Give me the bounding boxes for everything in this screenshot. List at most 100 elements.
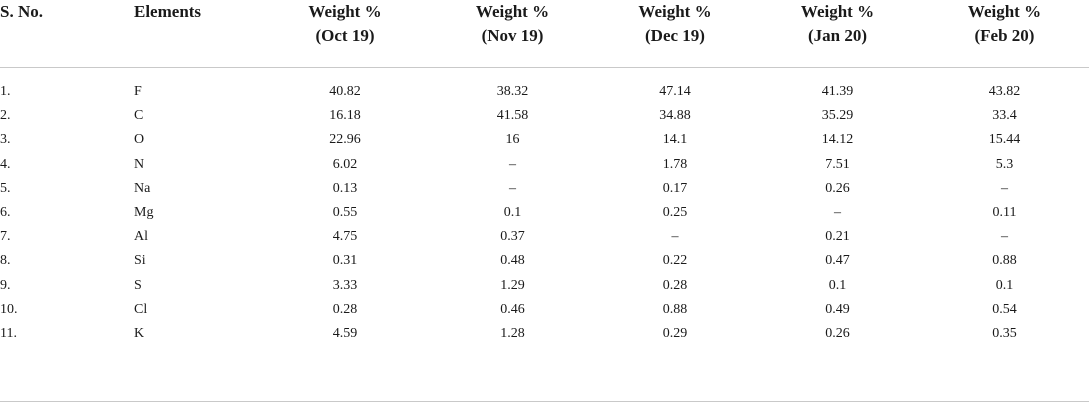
cell-weight-jan20: 0.21 (825, 229, 850, 245)
header-weight-jan20: Weight % (Jan 20) (755, 0, 920, 68)
cell-weight-dec19: 0.88 (662, 301, 688, 317)
table-row: 2. C 16.18 41.58 34.88 35.29 33.4 (0, 104, 1089, 128)
cell-weight-jan20: 0.49 (825, 301, 850, 317)
header-weight-nov19: Weight % (Nov 19) (430, 0, 595, 68)
cell-weight-nov19: 38.32 (496, 84, 529, 100)
cell-weight-dec19: 0.22 (662, 253, 688, 269)
cell-weight-nov19: 41.58 (496, 108, 529, 124)
header-line-2: (Oct 19) (315, 26, 375, 45)
cell-weight-dec19: 1.78 (662, 156, 688, 172)
element-weight-table: S. No. Elements Weight % (Oct 19) Weight… (0, 0, 1089, 347)
header-weight-dec19: Weight % (Dec 19) (595, 0, 755, 68)
table-row: 11. K 4.59 1.28 0.29 0.26 0.35 (0, 322, 1089, 346)
cell-serial-number: 10. (0, 301, 18, 317)
cell-weight-jan20: 35.29 (821, 108, 854, 124)
cell-element: Mg (134, 205, 154, 221)
cell-weight-dec19: 0.29 (662, 325, 688, 341)
cell-weight-feb20: 0.1 (995, 277, 1014, 293)
cell-weight-feb20: 0.11 (992, 205, 1017, 221)
cell-weight-jan20: 0.26 (825, 180, 850, 196)
cell-weight-oct19: 0.28 (332, 301, 358, 317)
cell-weight-oct19: 0.31 (332, 253, 358, 269)
cell-weight-jan20: 7.51 (825, 156, 850, 172)
cell-element: Na (134, 180, 151, 196)
cell-element: K (134, 325, 145, 341)
cell-weight-oct19: 40.82 (329, 84, 361, 100)
cell-weight-oct19: 0.13 (332, 180, 358, 196)
cell-weight-oct19: 16.18 (329, 108, 361, 124)
header-line-2: (Jan 20) (807, 26, 868, 45)
table-row: 6. Mg 0.55 0.1 0.25 – 0.11 (0, 201, 1089, 225)
header-weight-oct19: Weight % (Oct 19) (260, 0, 430, 68)
cell-weight-dec19: 0.17 (662, 180, 688, 196)
cell-element: C (134, 108, 144, 124)
cell-weight-feb20: 0.88 (992, 253, 1017, 269)
cell-weight-dec19: 0.25 (662, 205, 688, 221)
header-line-1: Weight % (967, 2, 1042, 21)
cell-serial-number: 6. (0, 205, 11, 221)
cell-weight-dec19: 14.1 (662, 132, 688, 148)
cell-weight-nov19: 0.37 (500, 229, 525, 245)
table-row: 10. Cl 0.28 0.46 0.88 0.49 0.54 (0, 298, 1089, 322)
header-line-1: Weight % (475, 2, 550, 21)
cell-weight-dec19: – (671, 229, 679, 245)
cell-element: Cl (134, 301, 148, 317)
header-line-1: Weight % (308, 2, 382, 21)
cell-weight-dec19: 0.28 (662, 277, 688, 293)
table-body: 1. F 40.82 38.32 47.14 41.39 43.82 2. C … (0, 68, 1089, 347)
cell-serial-number: 11. (0, 325, 17, 341)
cell-element: O (134, 132, 145, 148)
header-line-1: Weight % (638, 2, 712, 21)
table-row: 7. Al 4.75 0.37 – 0.21 – (0, 225, 1089, 249)
cell-serial-number: 3. (0, 132, 11, 148)
table-header: S. No. Elements Weight % (Oct 19) Weight… (0, 0, 1089, 68)
cell-weight-feb20: 33.4 (992, 108, 1017, 124)
cell-weight-nov19: 1.28 (500, 325, 525, 341)
cell-element: S (134, 277, 142, 293)
cell-weight-feb20: 15.44 (988, 132, 1021, 148)
header-line-1: Elements (134, 2, 202, 21)
cell-weight-oct19: 3.33 (332, 277, 358, 293)
cell-weight-feb20: 0.35 (992, 325, 1017, 341)
header-line-2: (Nov 19) (481, 26, 544, 45)
cell-serial-number: 8. (0, 253, 11, 269)
cell-weight-jan20: – (834, 205, 841, 221)
cell-serial-number: 5. (0, 180, 11, 196)
cell-weight-dec19: 47.14 (659, 84, 691, 100)
cell-element: Si (134, 253, 146, 269)
cell-weight-feb20: 0.54 (992, 301, 1017, 317)
cell-weight-nov19: 0.1 (503, 205, 522, 221)
cell-weight-jan20: 0.1 (828, 277, 847, 293)
cell-weight-nov19: – (509, 156, 516, 172)
header-weight-feb20: Weight % (Feb 20) (920, 0, 1089, 68)
cell-element: N (134, 156, 145, 172)
table-row: 1. F 40.82 38.32 47.14 41.39 43.82 (0, 68, 1089, 105)
cell-weight-oct19: 4.75 (332, 229, 358, 245)
cell-weight-feb20: – (1001, 180, 1008, 196)
cell-weight-jan20: 0.47 (825, 253, 850, 269)
table-row: 8. Si 0.31 0.48 0.22 0.47 0.88 (0, 249, 1089, 273)
table-row: 5. Na 0.13 – 0.17 0.26 – (0, 177, 1089, 201)
cell-weight-oct19: 22.96 (329, 132, 361, 148)
header-elements: Elements (130, 0, 260, 68)
header-line-2: (Dec 19) (645, 26, 705, 45)
cell-serial-number: 4. (0, 156, 11, 172)
cell-weight-oct19: 4.59 (332, 325, 358, 341)
cell-weight-nov19: 0.48 (500, 253, 525, 269)
header-line-2: (Feb 20) (974, 26, 1035, 45)
cell-weight-feb20: 43.82 (988, 84, 1021, 100)
cell-weight-jan20: 14.12 (821, 132, 854, 148)
cell-weight-feb20: 5.3 (995, 156, 1014, 172)
cell-weight-jan20: 0.26 (825, 325, 850, 341)
cell-element: F (134, 84, 142, 100)
cell-serial-number: 7. (0, 229, 11, 245)
cell-weight-nov19: 0.46 (500, 301, 525, 317)
table-bottom-rule (0, 401, 1089, 402)
cell-serial-number: 1. (0, 84, 11, 100)
cell-weight-feb20: – (1001, 229, 1008, 245)
cell-weight-oct19: 0.55 (332, 205, 358, 221)
header-row: S. No. Elements Weight % (Oct 19) Weight… (0, 0, 1089, 68)
table-row: 3. O 22.96 16 14.1 14.12 15.44 (0, 128, 1089, 152)
table-row: 4. N 6.02 – 1.78 7.51 5.3 (0, 153, 1089, 177)
cell-serial-number: 9. (0, 277, 11, 293)
